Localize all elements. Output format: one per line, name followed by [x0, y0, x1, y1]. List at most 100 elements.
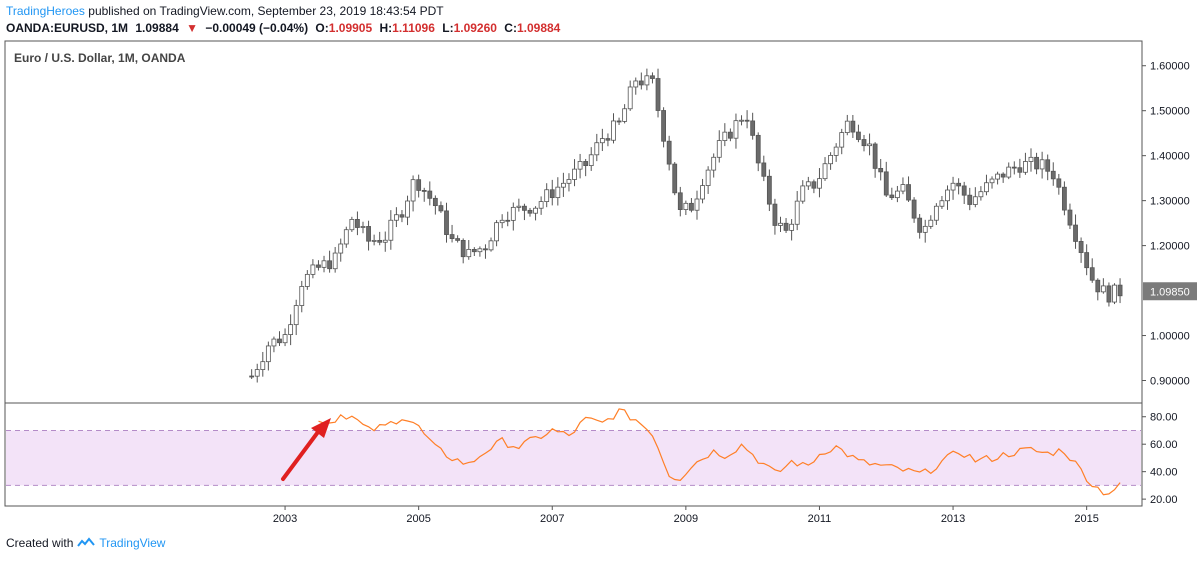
candle-body: [249, 375, 255, 378]
candle-body: [900, 184, 906, 192]
time-tick-label: 2003: [273, 513, 297, 525]
candle-body: [577, 161, 583, 170]
time-tick-label: 2013: [941, 513, 965, 525]
annotation-layer: [281, 418, 331, 481]
open-value: 1.09905: [328, 21, 373, 35]
candle-body: [638, 80, 644, 86]
open-label: O:: [315, 21, 329, 35]
candle-body: [1067, 209, 1073, 226]
candle-body: [471, 248, 477, 253]
price-tick-label: 1.60000: [1150, 61, 1190, 73]
candle-body: [427, 190, 433, 199]
candle-body: [839, 132, 845, 148]
rsi-tick-label: 80.00: [1150, 412, 1178, 424]
tradingview-link[interactable]: TradingView: [99, 536, 166, 550]
candle-body: [527, 209, 533, 214]
candle-body: [867, 143, 872, 147]
price-scale[interactable]: 1.60000 1.50000 1.40000 1.30000 1.20000 1.000…: [1142, 61, 1197, 388]
candle-body: [766, 175, 772, 205]
candle-body: [449, 234, 455, 239]
candle-body: [510, 206, 516, 221]
close-value: 1.09884: [516, 21, 561, 35]
candle-body: [822, 163, 828, 180]
candle-body: [922, 225, 928, 233]
candle-body: [1084, 252, 1090, 269]
candle-body: [1034, 156, 1039, 170]
candle-body: [761, 162, 767, 177]
candle-body: [393, 214, 399, 221]
candle-body: [989, 178, 995, 184]
candle-body: [689, 202, 694, 211]
candle-body: [382, 239, 388, 243]
time-tick-label: 2007: [540, 513, 564, 525]
candle-body: [377, 239, 383, 243]
price-pane-frame: [4, 40, 1143, 404]
candle-body: [1095, 279, 1101, 293]
candle-body: [583, 161, 589, 167]
candle-body: [878, 168, 884, 173]
candle-body: [1100, 285, 1106, 293]
rsi-scale[interactable]: 80.00 60.00 40.00 20.00: [1142, 412, 1178, 506]
candle-body: [750, 120, 756, 136]
ticker-symbol[interactable]: OANDA:EURUSD, 1M: [6, 21, 129, 35]
candle-body: [967, 194, 973, 205]
candle-body: [984, 182, 989, 193]
candle-body: [572, 168, 577, 180]
candle-body: [622, 108, 628, 122]
candle-body: [388, 219, 394, 241]
candle-body: [566, 179, 572, 184]
candle-body: [789, 223, 795, 231]
published-text: published on TradingView.com, September …: [88, 4, 444, 18]
candle-body: [1017, 167, 1023, 173]
candle-body: [1050, 170, 1056, 180]
candle-body: [889, 194, 895, 199]
rsi-line: [318, 408, 1121, 496]
candle-body: [1089, 267, 1095, 281]
candle-body: [366, 226, 371, 242]
candle-body: [533, 207, 538, 214]
candle-body: [410, 179, 416, 202]
candle-body: [1106, 285, 1112, 303]
candle-body: [432, 197, 438, 207]
candle-body: [611, 120, 616, 141]
created-with-text: Created with: [6, 536, 74, 550]
time-scale[interactable]: 2003 2005 2007 2009 2011 2013 2015: [273, 506, 1099, 525]
candle-body: [499, 219, 505, 224]
candle-body: [705, 169, 711, 186]
rsi-layer: [318, 408, 1121, 496]
candle-body: [605, 138, 611, 141]
candle-body: [978, 191, 984, 198]
candle-body: [599, 138, 605, 144]
candle-body: [661, 110, 666, 142]
candle-body: [299, 286, 305, 306]
candle-body: [972, 196, 978, 205]
candle-body: [477, 248, 483, 253]
candle-body: [811, 181, 817, 189]
candle-body: [739, 119, 744, 122]
rsi-band-fill: [6, 430, 1141, 486]
down-triangle-icon: ▼: [186, 21, 198, 35]
candle-body: [282, 334, 288, 344]
candle-body: [950, 182, 956, 191]
publisher-name[interactable]: TradingHeroes: [6, 4, 85, 18]
candle-body: [277, 338, 282, 344]
close-label: C:: [504, 21, 517, 35]
candle-body: [872, 143, 878, 169]
candle-body: [1006, 166, 1012, 178]
candle-body: [1061, 186, 1067, 211]
candle-body: [444, 210, 449, 235]
candle-body: [488, 240, 494, 251]
candle-body: [538, 201, 544, 209]
time-tick-label: 2009: [674, 513, 698, 525]
candle-body: [733, 120, 739, 139]
footer: Created with TradingView: [6, 536, 165, 550]
candle-body: [961, 185, 967, 196]
rsi-tick-label: 40.00: [1150, 467, 1178, 479]
candle-body: [522, 205, 527, 211]
candle-body: [945, 189, 950, 202]
candle-body: [327, 260, 332, 270]
candle-body: [421, 190, 427, 192]
candle-body: [460, 240, 466, 258]
